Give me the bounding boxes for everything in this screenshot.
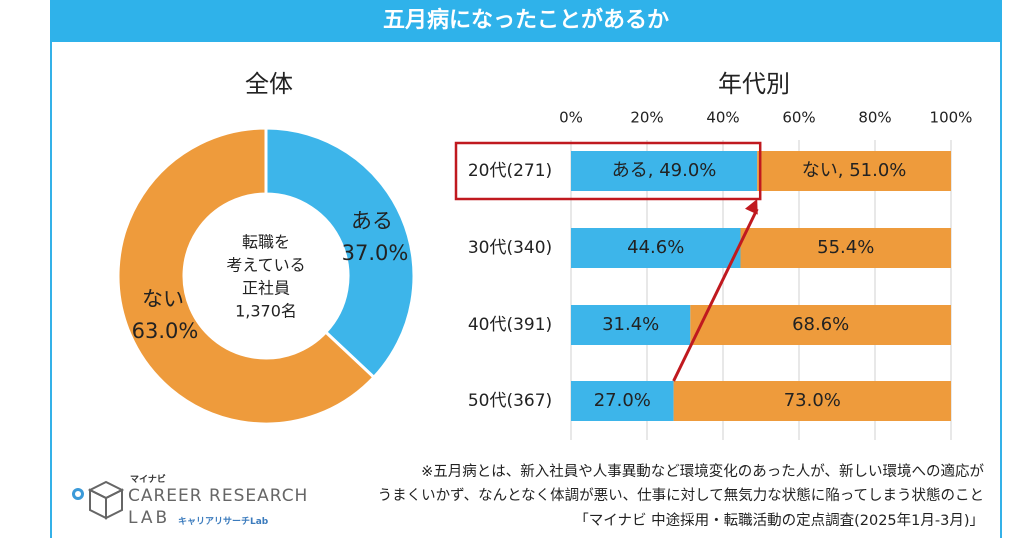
footnote-source: 「マイナビ 中途採用・転職活動の定点調査(2025年1月-3月)」	[574, 513, 984, 529]
category-label: 30代(340)	[468, 238, 552, 258]
category-label: 40代(391)	[468, 315, 552, 335]
data-label-nai: 73.0%	[784, 390, 841, 411]
donut-slice-ari	[264, 126, 416, 380]
data-label-nai: 68.6%	[792, 314, 849, 335]
logo-jp: キャリアリサーチLab	[178, 517, 269, 527]
donut-center-line-0: 転職を	[242, 233, 290, 252]
data-label-ari: 27.0%	[594, 390, 651, 411]
highlight-box	[454, 141, 762, 201]
slice-label-nai: ない	[142, 287, 184, 311]
footnote-line-1: ※五月病とは、新入社員や人事異動など環境変化のあった人が、新しい環境への適応が	[421, 464, 984, 480]
x-tick-label: 20%	[630, 109, 663, 127]
bar-nai	[690, 305, 951, 345]
trend-arrow-line	[672, 208, 759, 382]
data-label-ari: 31.4%	[602, 314, 659, 335]
slice-value-ari: 37.0%	[342, 241, 409, 265]
x-tick-label: 60%	[782, 109, 815, 127]
bar-nai	[757, 151, 951, 191]
data-label-ari: 44.6%	[627, 237, 684, 258]
footnote-line-2: うまくいかず、なんとなく体調が悪い、仕事に対して無気力な状態に陥ってしまう状態の…	[377, 488, 984, 504]
logo-career-research: CAREER RESEARCH	[128, 486, 309, 506]
donut-slice-nai	[116, 126, 377, 426]
career-research-lab-logo-icon	[72, 480, 125, 520]
x-tick-label: 100%	[930, 109, 973, 127]
logo-lab: LAB	[128, 508, 171, 528]
trend-arrow-head	[744, 199, 758, 215]
category-label: 50代(367)	[468, 391, 552, 411]
donut-center-line-2: 正社員	[242, 279, 290, 298]
bar-ari	[571, 305, 691, 345]
data-label-ari: ある, 49.0%	[612, 160, 717, 181]
chart-frame	[50, 0, 1002, 538]
slice-value-nai: 63.0%	[132, 319, 199, 343]
donut-center-line-1: 考えている	[226, 256, 305, 275]
x-tick-label: 0%	[559, 109, 583, 127]
banner-title: 五月病になったことがあるか	[50, 0, 1002, 42]
bar-nai	[740, 228, 951, 268]
donut-center-line-3: 1,370名	[235, 302, 297, 321]
logo-mynavi: マイナビ	[130, 475, 166, 485]
data-label-nai: ない, 51.0%	[802, 160, 907, 181]
category-label: 20代(271)	[468, 161, 552, 181]
bar-nai	[673, 381, 951, 421]
x-tick-label: 80%	[858, 109, 891, 127]
pie-subtitle: 全体	[245, 70, 293, 98]
bar-ari	[571, 228, 741, 268]
x-tick-label: 40%	[706, 109, 739, 127]
bar-subtitle: 年代別	[718, 70, 790, 98]
bar-ari	[571, 151, 758, 191]
slice-label-ari: ある	[351, 209, 393, 233]
bar-ari	[571, 381, 674, 421]
data-label-nai: 55.4%	[817, 237, 874, 258]
